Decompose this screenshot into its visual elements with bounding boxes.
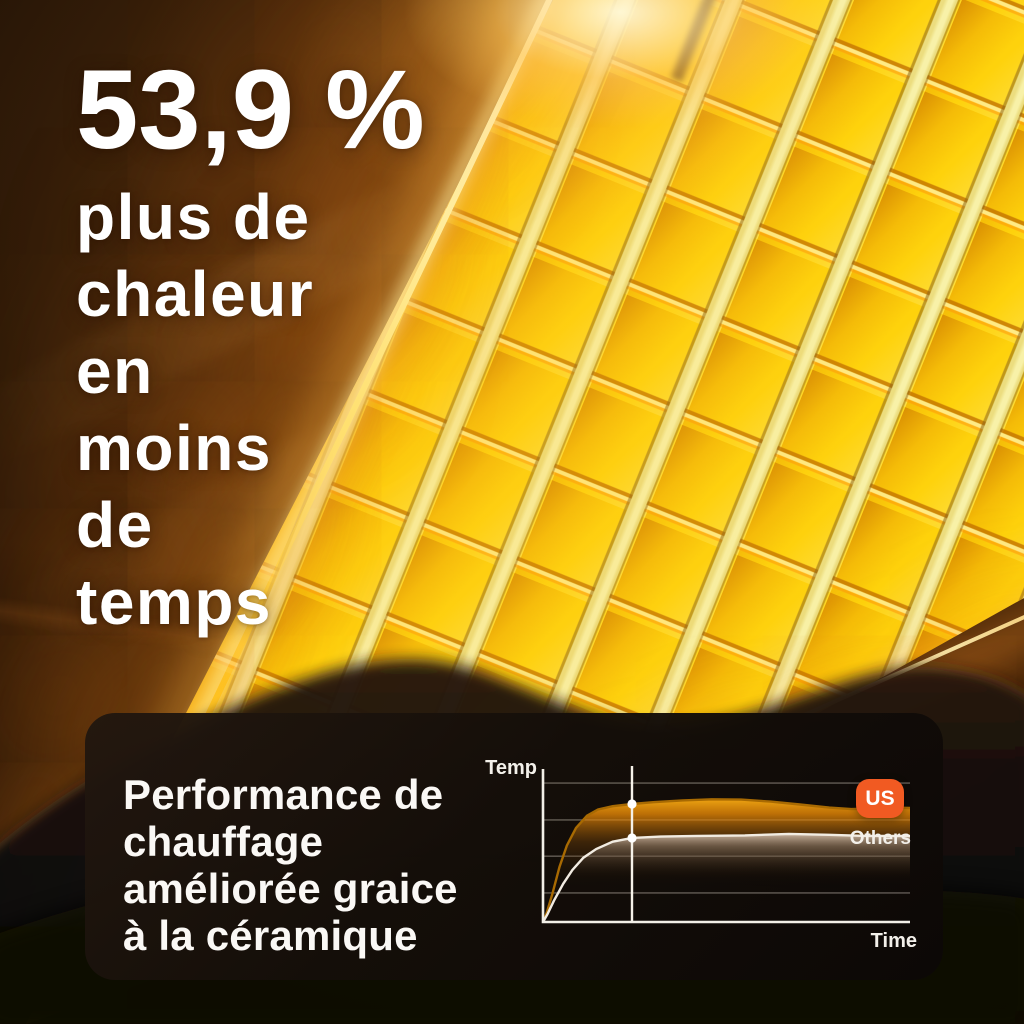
others-series-line — [541, 832, 911, 923]
headline-text: plus de chaleur en moins de temps — [76, 179, 314, 641]
caption-line: Performance de — [123, 771, 444, 818]
caption-line: chauffage — [123, 818, 324, 865]
headline-stat: 53,9 % — [76, 47, 425, 172]
y-axis-label: Temp — [485, 757, 537, 779]
headline-line: chaleur — [76, 258, 315, 330]
caption-line: améliorée graice — [123, 865, 458, 912]
headline-line: de temps — [76, 489, 272, 638]
marker-dots — [627, 799, 637, 843]
others-series-area — [543, 833, 910, 922]
caption-line: à la céramique — [123, 912, 418, 959]
card-caption: Performance de chauffage améliorée graic… — [123, 771, 458, 959]
x-axis-label: Time — [870, 930, 917, 952]
info-card: Performance de chauffage améliorée graic… — [85, 713, 943, 980]
us-series-line — [541, 798, 911, 923]
temp-time-chart — [541, 766, 911, 924]
legend-label-others: Others — [849, 828, 911, 849]
legend-badge-us: US — [856, 779, 904, 818]
headline-line: en moins — [76, 335, 272, 484]
chart-axes — [541, 769, 910, 924]
headline-line: plus de — [76, 181, 311, 253]
